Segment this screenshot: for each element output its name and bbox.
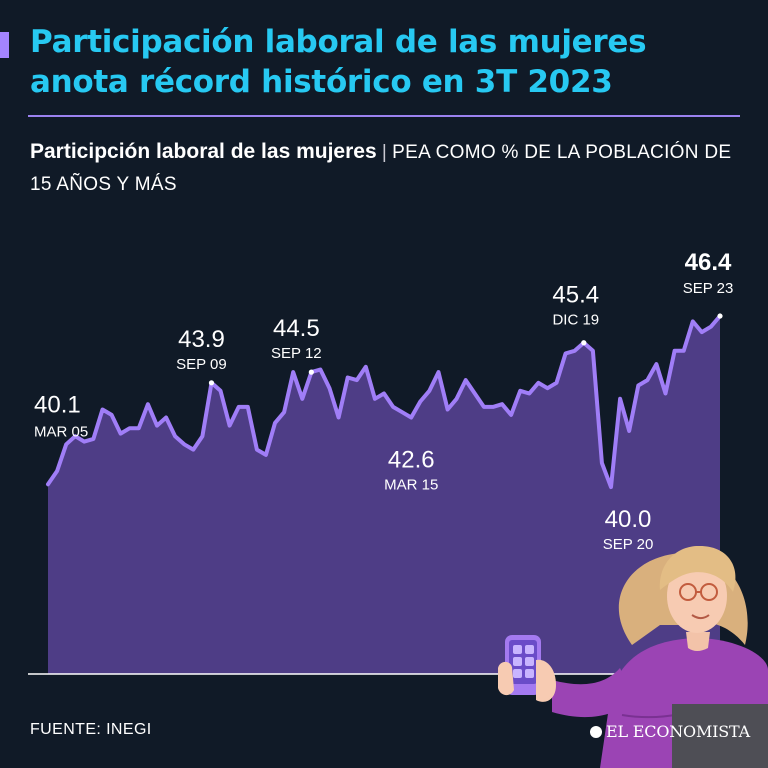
data-label-value: 44.5	[273, 315, 320, 342]
logo-background	[672, 704, 768, 768]
subtitle-separator: |	[381, 142, 387, 163]
area-fill	[48, 316, 720, 674]
data-label-value: 46.4	[685, 249, 732, 276]
data-label-period: SEP 23	[683, 280, 734, 297]
globe-icon	[590, 726, 602, 738]
data-label-period: SEP 09	[176, 356, 227, 373]
data-label-period: MAR 05	[34, 423, 88, 440]
hand-palm	[536, 659, 556, 702]
data-label-value: 40.0	[605, 506, 652, 533]
data-label-value: 40.1	[34, 391, 81, 418]
data-label-period: SEP 20	[603, 536, 654, 553]
neck	[686, 632, 710, 651]
series-line	[46, 314, 722, 489]
hand	[498, 661, 514, 696]
data-label-value: 42.6	[388, 447, 435, 474]
face	[667, 559, 727, 633]
data-point-marker	[581, 340, 587, 346]
data-label-period: MAR 15	[384, 477, 438, 494]
sweater-arm	[552, 668, 635, 718]
hair-front	[659, 545, 736, 592]
data-point-marker	[717, 313, 723, 319]
smile	[691, 614, 710, 619]
brand-logo: EL ECONOMISTA	[590, 722, 750, 741]
data-labels: 40.1 MAR 05 43.9 SEP 09 44.5 SEP 12 42.6 MAR 15…	[34, 249, 733, 553]
chart-title: Participción laboral de las mujeres	[30, 140, 377, 163]
data-point-marker	[308, 369, 314, 375]
chart-unit-label: PEA COMO % DE LA POBLACIÓN DE 15 AÑOS Y …	[30, 142, 732, 195]
data-label-period: SEP 12	[271, 345, 322, 362]
data-label-period: DIC 19	[552, 312, 599, 329]
brand-name: EL ECONOMISTA	[606, 722, 750, 741]
data-label-value: 45.4	[552, 282, 599, 309]
data-label-value: 43.9	[178, 326, 225, 353]
accent-bar	[0, 32, 9, 58]
title-divider	[28, 115, 740, 117]
chart-subtitle: Participción laboral de las mujeres | PE…	[30, 136, 750, 201]
data-point-marker	[208, 380, 215, 386]
page-title: Participación laboral de las mujeres ano…	[30, 24, 647, 100]
source-note: FUENTE: INEGI	[30, 721, 152, 738]
